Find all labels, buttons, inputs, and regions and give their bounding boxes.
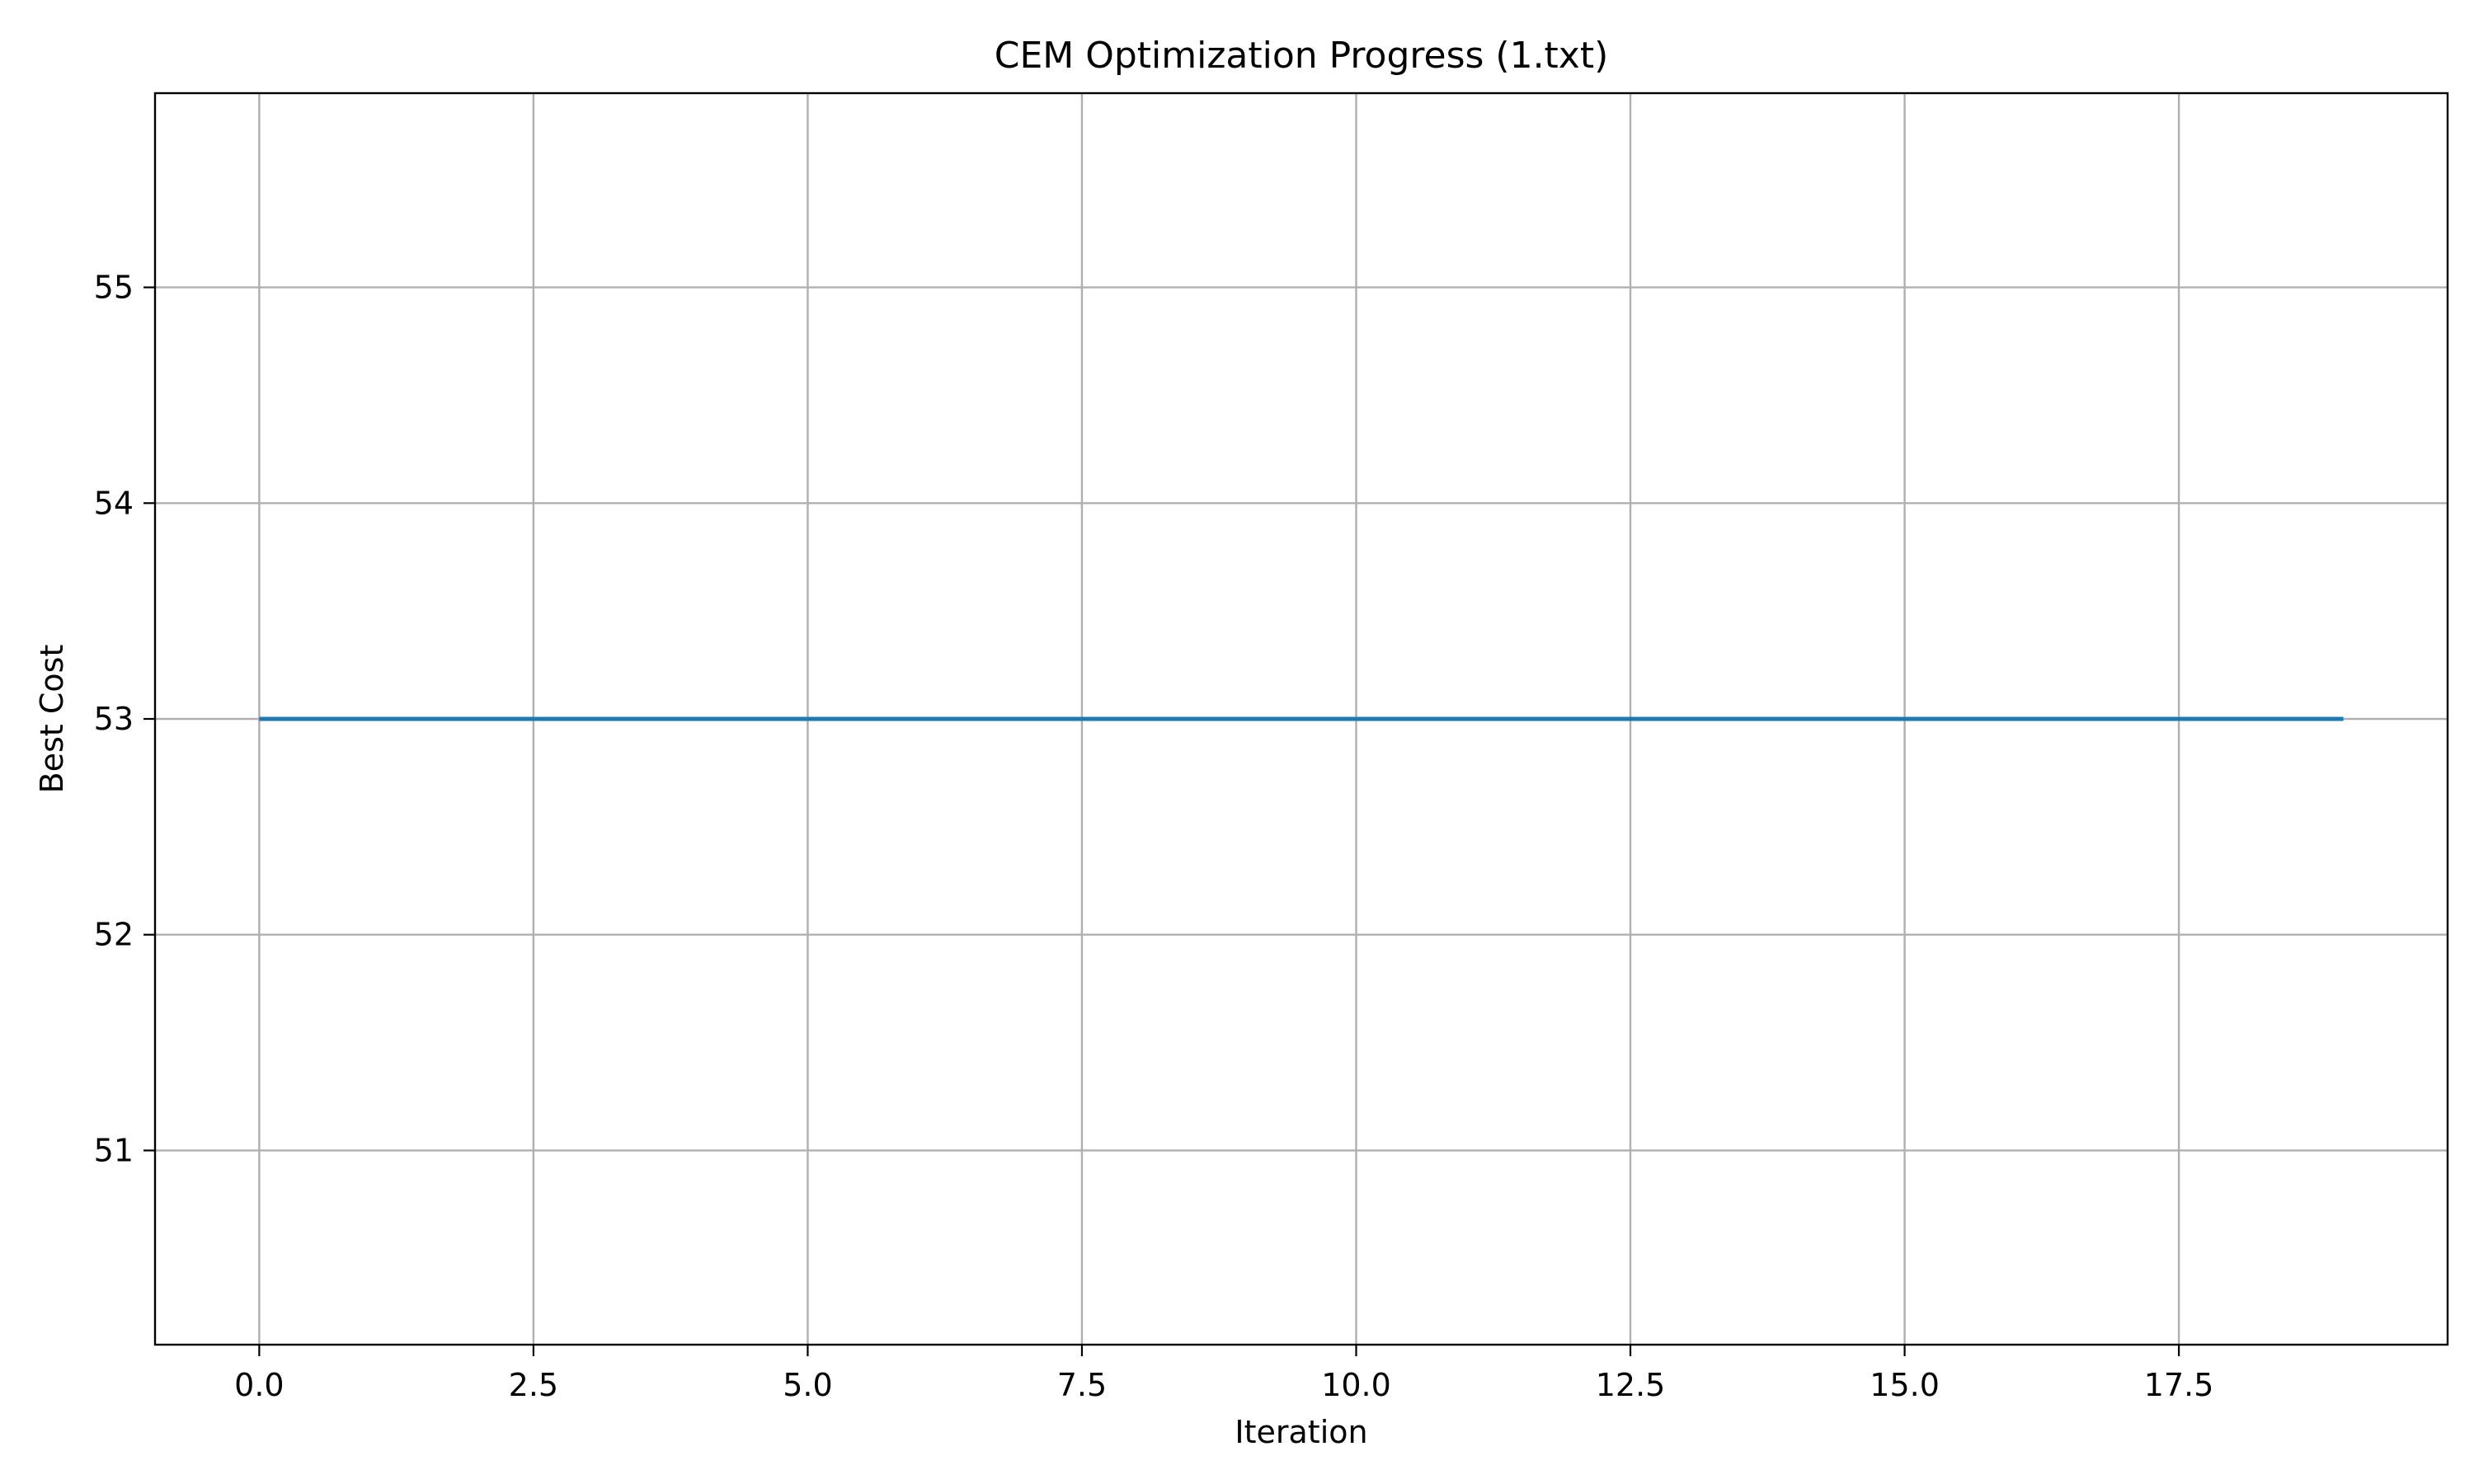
y-tick-label: 52 <box>94 917 134 953</box>
y-tick-label: 51 <box>94 1132 134 1168</box>
x-tick-label: 12.5 <box>1596 1367 1666 1403</box>
x-tick-label: 5.0 <box>783 1367 832 1403</box>
y-tick-label: 53 <box>94 701 134 737</box>
x-tick-label: 0.0 <box>234 1367 284 1403</box>
x-tick-label: 2.5 <box>509 1367 558 1403</box>
x-tick-label: 7.5 <box>1057 1367 1107 1403</box>
y-tick-label: 54 <box>94 485 134 521</box>
x-axis-label: Iteration <box>1235 1414 1367 1450</box>
y-axis-label: Best Cost <box>34 645 70 794</box>
x-tick-label: 10.0 <box>1321 1367 1391 1403</box>
y-axis-ticks: 51 52 53 54 55 <box>94 270 155 1168</box>
x-axis-ticks: 0.0 2.5 5.0 7.5 10.0 12.5 15.0 17.5 <box>234 1345 2213 1403</box>
chart-title: CEM Optimization Progress (1.txt) <box>995 35 1609 77</box>
x-tick-label: 15.0 <box>1870 1367 1940 1403</box>
x-tick-label: 17.5 <box>2144 1367 2214 1403</box>
y-tick-label: 55 <box>94 270 134 306</box>
